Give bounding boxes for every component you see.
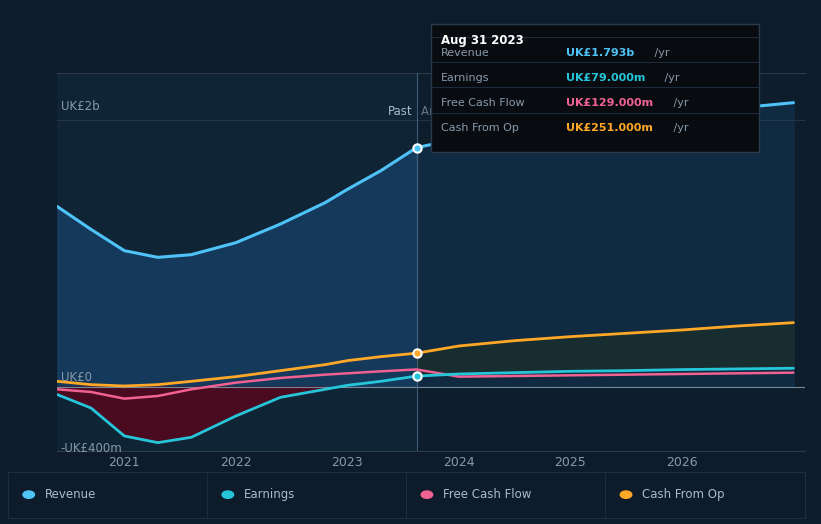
Text: Revenue: Revenue — [45, 488, 97, 501]
Text: /yr: /yr — [661, 73, 680, 83]
Text: UK£251.000m: UK£251.000m — [566, 123, 654, 133]
Text: Cash From Op: Cash From Op — [441, 123, 519, 133]
Text: Earnings: Earnings — [245, 488, 296, 501]
Text: Past: Past — [388, 105, 412, 118]
Text: Revenue: Revenue — [441, 48, 489, 58]
Text: Analysts Forecasts: Analysts Forecasts — [421, 105, 531, 118]
Text: /yr: /yr — [671, 98, 689, 108]
Text: UK£0: UK£0 — [61, 371, 92, 384]
Bar — [57, 73, 416, 451]
Bar — [416, 73, 805, 451]
Text: UK£79.000m: UK£79.000m — [566, 73, 646, 83]
Text: UK£1.793b: UK£1.793b — [566, 48, 635, 58]
Text: Earnings: Earnings — [441, 73, 489, 83]
Text: /yr: /yr — [652, 48, 670, 58]
Text: Free Cash Flow: Free Cash Flow — [443, 488, 532, 501]
Text: -UK£400m: -UK£400m — [61, 442, 122, 455]
Text: Cash From Op: Cash From Op — [643, 488, 725, 501]
Text: Aug 31 2023: Aug 31 2023 — [441, 34, 524, 47]
Text: UK£129.000m: UK£129.000m — [566, 98, 654, 108]
Text: UK£2b: UK£2b — [61, 101, 99, 113]
Text: Free Cash Flow: Free Cash Flow — [441, 98, 525, 108]
Text: /yr: /yr — [671, 123, 689, 133]
